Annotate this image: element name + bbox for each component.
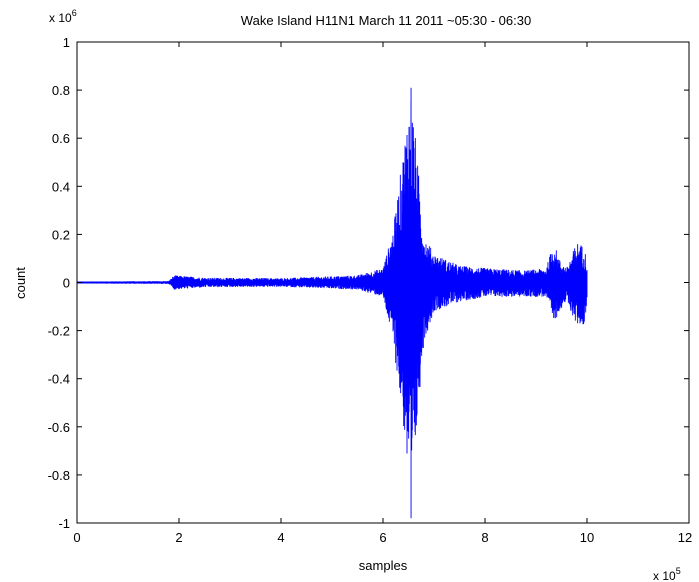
- x-axis-label: samples: [359, 558, 408, 573]
- x-exponent-base: x 10: [653, 569, 676, 582]
- axes-box: [76, 41, 690, 524]
- y-tick-label: -0.8: [48, 468, 70, 483]
- x-tick-label: 2: [175, 530, 182, 545]
- y-exponent-value: 6: [72, 8, 77, 18]
- x-tick-label: 4: [277, 530, 284, 545]
- y-exponent-base: x 10: [49, 11, 72, 25]
- y-exponent-label: x 106: [49, 8, 77, 25]
- y-tick-label: 0: [63, 276, 70, 291]
- y-tick-label: 1: [63, 35, 70, 50]
- axis-ticks: 0 2 4 6 8 10 12 -1 -0.8 -0.6 -0.4 -0.2 0 0.2 0.4 0.6 0.8…: [48, 35, 693, 545]
- x-tick-label: 12: [678, 530, 692, 545]
- y-tick-label: 0.4: [52, 179, 70, 194]
- chart-title: Wake Island H11N1 March 11 2011 ~05:30 -…: [241, 13, 531, 28]
- x-exponent-value: 5: [676, 566, 681, 576]
- x-tick-label: 10: [580, 530, 594, 545]
- x-tick-label: 8: [481, 530, 488, 545]
- y-tick-label: -0.2: [48, 324, 70, 339]
- y-tick-label: 0.2: [52, 227, 70, 242]
- x-tick-label: 0: [73, 530, 80, 545]
- y-tick-label: -1: [58, 516, 70, 531]
- y-tick-label: -0.6: [48, 420, 70, 435]
- y-tick-label: -0.4: [48, 372, 70, 387]
- waveform-series-line: [76, 87, 588, 519]
- x-tick-label: 6: [379, 530, 386, 545]
- y-axis-label: count: [13, 267, 28, 299]
- y-tick-label: 0.8: [52, 83, 70, 98]
- y-tick-label: 0.6: [52, 131, 70, 146]
- plot-area: [76, 87, 588, 519]
- x-exponent-label: x 105: [653, 566, 681, 582]
